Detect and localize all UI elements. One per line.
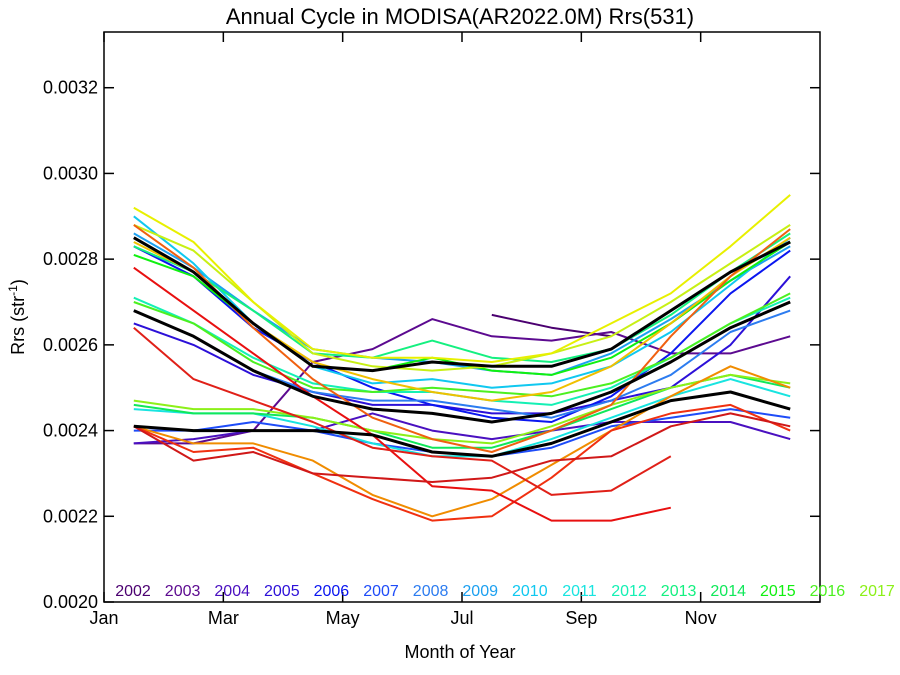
series-line-16 [133,223,791,372]
y-axis-label-main: Rrs (str [8,296,28,355]
y-tick-label-6: 0.0032 [43,78,98,98]
series-line-18 [133,236,791,402]
legend-entry-2004: 2004 [214,583,250,600]
series-line-24 [133,412,791,483]
axis-layer: Jan Mar May Jul Sep Nov 0.0020 0.0022 0.0024 0.00… [43,32,820,628]
x-tick-label-5: Nov [685,608,717,628]
chart-title: Annual Cycle in MODISA(AR2022.0M) Rrs(53… [226,4,694,29]
series-line-20 [133,224,791,453]
series-line-21 [133,403,791,522]
legend: 2002 2003 2004 2005 2006 2007 2008 2009 2010 2011… [115,583,895,600]
series-line-27 [133,390,791,458]
legend-entry-2005: 2005 [264,583,300,600]
series-line-23 [133,326,672,496]
series-line-14 [133,292,791,398]
y-tick-label-5: 0.0030 [43,163,98,183]
legend-entry-2016: 2016 [810,583,846,600]
y-tick-label-1: 0.0022 [43,506,98,526]
y-tick-label-0: 0.0020 [43,592,98,612]
series-layer [133,194,791,522]
legend-entry-2003: 2003 [165,583,201,600]
x-axis-label: Month of Year [404,642,515,662]
legend-entry-2017: 2017 [859,583,895,600]
x-tick-label-4: Sep [565,608,597,628]
series-line-8 [133,215,791,389]
series-line-25 [133,236,791,373]
x-tick-label-1: Mar [208,608,239,628]
legend-entry-2007: 2007 [363,583,399,600]
series-line-17 [133,194,791,363]
series-line-11 [133,232,791,363]
legend-entry-2010: 2010 [512,583,548,600]
legend-entry-2014: 2014 [710,583,746,600]
legend-entry-2015: 2015 [760,583,796,600]
x-tick-label-2: May [326,608,360,628]
legend-entry-2011: 2011 [562,583,597,600]
series-line-26 [133,300,791,424]
series-line-22 [133,266,672,522]
y-tick-label-2: 0.0024 [43,421,98,441]
legend-entry-2013: 2013 [661,583,697,600]
y-axis-label-close: ) [8,279,28,285]
series-line-15 [133,373,791,445]
legend-entry-2009: 2009 [462,583,498,600]
series-line-3 [133,275,791,415]
x-tick-label-3: Jul [450,608,473,628]
series-line-4 [133,245,791,423]
legend-entry-2002: 2002 [115,583,151,600]
y-tick-label-4: 0.0028 [43,249,98,269]
y-axis-label-superscript: -1 [6,285,20,296]
y-axis-label: Rrs (str-1) [6,279,28,355]
plot-frame [103,31,821,603]
legend-entry-2012: 2012 [611,583,647,600]
legend-entry-2008: 2008 [413,583,449,600]
legend-entry-2006: 2006 [314,583,350,600]
x-tick-label-0: Jan [89,608,118,628]
y-tick-label-3: 0.0026 [43,335,98,355]
series-line-19 [133,365,791,518]
